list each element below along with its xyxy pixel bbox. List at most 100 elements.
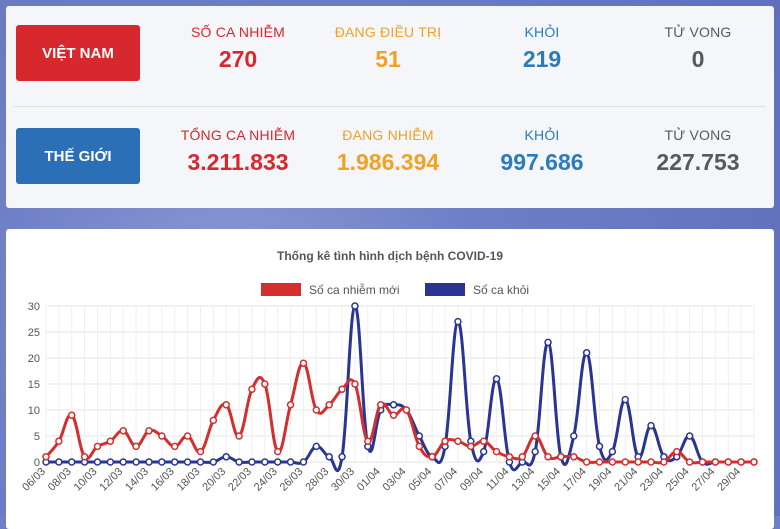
data-point — [544, 338, 552, 347]
data-point — [312, 406, 321, 414]
data-point — [582, 349, 591, 357]
x-tick-label: 07/04 — [432, 466, 460, 494]
data-point — [479, 447, 488, 456]
data-point — [750, 458, 758, 466]
legend-label: Số ca khỏi — [473, 283, 529, 297]
data-point — [518, 453, 527, 461]
vietnam-button[interactable]: VIỆT NAM — [16, 25, 140, 81]
data-point — [55, 437, 63, 445]
x-tick-label: 14/03 — [123, 466, 151, 494]
data-point — [570, 432, 578, 440]
data-point — [621, 458, 630, 466]
data-point — [595, 458, 604, 466]
data-point — [132, 442, 140, 451]
y-tick-label: 0 — [34, 457, 40, 469]
stat-label: KHỎI — [524, 24, 560, 40]
world-stat-recovered: KHỎI 997.686 — [462, 127, 622, 176]
data-point — [235, 432, 243, 440]
data-point — [351, 380, 359, 388]
world-button[interactable]: THẾ GIỚI — [16, 128, 140, 184]
data-point — [454, 437, 462, 445]
data-point — [158, 432, 166, 440]
data-point — [557, 453, 565, 461]
chart-card: Thống kê tình hình dịch bệnh COVID-19 Số… — [6, 229, 774, 529]
x-tick-label: 20/03 — [200, 466, 228, 494]
data-point — [42, 453, 50, 461]
data-point — [467, 442, 475, 451]
data-point — [119, 427, 127, 435]
data-point — [492, 375, 501, 383]
data-point — [647, 458, 655, 466]
world-row: THẾ GIỚI TỔNG CA NHIỄM 3.211.833 ĐANG NH… — [6, 109, 774, 209]
data-point — [209, 458, 218, 466]
divider — [14, 106, 766, 107]
stat-value: 51 — [375, 46, 401, 72]
data-point — [338, 453, 346, 461]
data-point — [338, 385, 346, 393]
data-point — [325, 453, 333, 461]
world-stat-active: ĐANG NHIỄM 1.986.394 — [308, 127, 468, 176]
legend-swatch — [261, 283, 301, 296]
x-tick-label: 01/04 — [355, 466, 383, 494]
data-point — [67, 458, 76, 466]
data-point — [196, 458, 205, 466]
data-point — [286, 458, 295, 466]
data-point — [80, 453, 89, 461]
stat-label: ĐANG NHIỄM — [342, 127, 434, 143]
data-point — [531, 432, 539, 440]
x-tick-label: 24/03 — [252, 466, 280, 494]
data-point — [570, 453, 578, 461]
data-point — [634, 458, 642, 466]
data-point — [170, 442, 179, 451]
vietnam-row: VIỆT NAM SỐ CA NHIỄM 270 ĐANG ĐIỀU TRỊ 5… — [6, 6, 774, 106]
data-point — [299, 458, 308, 466]
data-point — [608, 458, 617, 466]
x-tick-label: 29/04 — [715, 466, 743, 494]
x-tick-label: 27/04 — [690, 466, 718, 494]
data-point — [389, 401, 398, 409]
x-tick-label: 03/04 — [381, 466, 409, 494]
data-point — [698, 458, 707, 466]
data-point — [93, 458, 102, 466]
x-tick-label: 12/03 — [97, 466, 125, 494]
x-tick-label: 25/04 — [664, 466, 692, 494]
data-point — [145, 427, 153, 435]
data-point — [428, 453, 436, 461]
chart-title: Thống kê tình hình dịch bệnh COVID-19 — [277, 249, 503, 263]
x-tick-label: 05/04 — [406, 466, 434, 494]
x-tick-label: 19/04 — [587, 466, 615, 494]
data-point — [685, 432, 694, 440]
data-point — [248, 458, 256, 466]
data-point — [273, 458, 282, 466]
y-tick-label: 5 — [34, 431, 40, 443]
data-point — [261, 380, 269, 388]
data-point — [222, 401, 230, 409]
data-point — [531, 447, 539, 456]
data-point — [183, 458, 192, 466]
stat-label: TỔNG CA NHIỄM — [180, 127, 296, 143]
vietnam-stat-infected: SỐ CA NHIỄM 270 — [158, 24, 318, 73]
stat-value: 1.986.394 — [336, 149, 440, 175]
x-tick-label: 09/04 — [458, 466, 486, 494]
data-point — [544, 453, 552, 461]
data-point — [673, 447, 681, 456]
x-tick-label: 28/03 — [303, 466, 331, 494]
stat-value: 227.753 — [656, 149, 740, 175]
data-point — [196, 447, 205, 456]
stat-label: TỬ VONG — [664, 127, 732, 143]
data-point — [158, 458, 166, 466]
data-point — [67, 411, 76, 419]
stat-label: KHỎI — [524, 127, 560, 143]
data-point — [737, 458, 745, 466]
data-point — [454, 317, 462, 326]
data-point — [209, 416, 218, 425]
stat-label: ĐANG ĐIỀU TRỊ — [334, 24, 442, 40]
data-point — [685, 458, 694, 466]
data-point — [505, 453, 514, 461]
x-tick-label: 18/03 — [175, 466, 203, 494]
world-stat-deaths: TỬ VONG 227.753 — [618, 127, 778, 176]
data-point — [325, 401, 333, 409]
y-tick-label: 30 — [28, 301, 40, 313]
data-point — [273, 447, 282, 456]
data-point — [415, 442, 424, 451]
